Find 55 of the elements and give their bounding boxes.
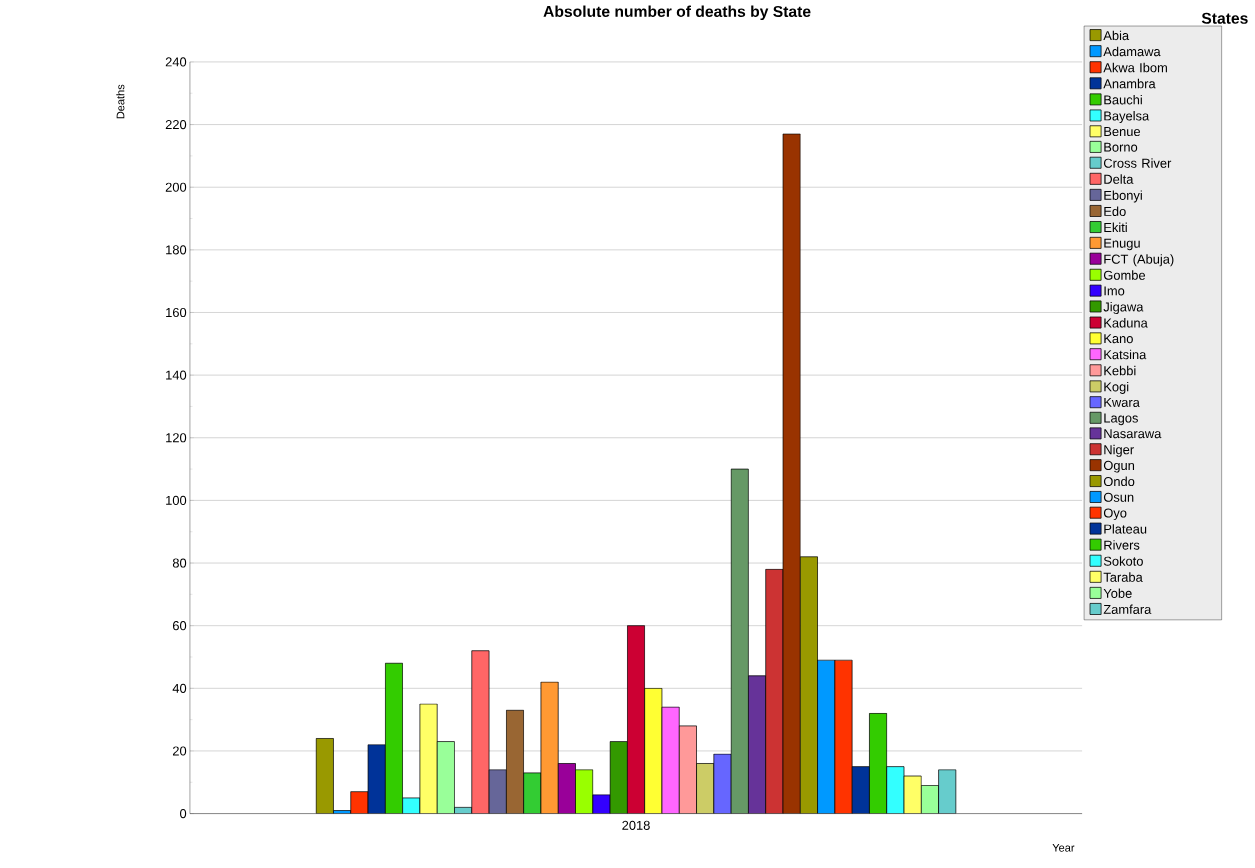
- legend-label: Bauchi: [1104, 94, 1142, 105]
- y-axis-title: Deaths: [116, 84, 125, 119]
- legend-label: Bayelsa: [1104, 110, 1150, 123]
- y-tick-label: 220: [165, 119, 187, 130]
- legend-label: Enugu: [1104, 238, 1140, 251]
- legend-label: FCT (Abuja): [1104, 254, 1174, 267]
- legend-label: Kaduna: [1104, 318, 1148, 328]
- legend-label: Taraba: [1103, 572, 1143, 582]
- legend-label: Anambra: [1103, 78, 1156, 89]
- legend-label: Katsina: [1104, 349, 1147, 360]
- legend-label: Oyo: [1103, 508, 1127, 521]
- legend-label: Adamawa: [1103, 46, 1161, 57]
- legend-label: Sokoto: [1103, 556, 1143, 566]
- legend-label: Kano: [1104, 334, 1133, 344]
- y-tick-label: 20: [172, 746, 187, 756]
- legend-label: Zamfara: [1103, 604, 1152, 614]
- y-tick-label: 40: [172, 683, 187, 693]
- y-tick-label: 80: [172, 558, 187, 568]
- legend-label: Ogun: [1103, 460, 1135, 473]
- y-tick-label: 180: [166, 245, 187, 255]
- x-axis-title: Year: [1052, 843, 1075, 852]
- legend-label: Cross River: [1103, 158, 1172, 168]
- legend-label: Gombe: [1103, 270, 1146, 280]
- legend-label: Nasarawa: [1104, 429, 1162, 439]
- legend-label: Abia: [1103, 30, 1130, 41]
- legend-label: Delta: [1104, 174, 1134, 184]
- legend-label: Plateau: [1104, 524, 1147, 534]
- legend-label: Imo: [1104, 286, 1125, 296]
- legend-label: Osun: [1103, 492, 1134, 502]
- legend-label: Lagos: [1104, 413, 1138, 426]
- x-tick-label: 2018: [622, 820, 650, 830]
- legend-label: Jigawa: [1103, 301, 1144, 314]
- legend-label: Kwara: [1104, 397, 1140, 407]
- y-tick-label: 240: [165, 57, 187, 67]
- legend-label: Niger: [1104, 444, 1134, 457]
- legend-title: States: [1201, 12, 1248, 24]
- legend-label: Rivers: [1104, 540, 1140, 550]
- legend-label: Benue: [1104, 127, 1141, 137]
- legend-label: Ondo: [1103, 476, 1135, 487]
- chart-title: Absolute number of deaths by State: [543, 5, 811, 21]
- legend-label: Kogi: [1104, 381, 1129, 394]
- y-tick-label: 0: [180, 808, 187, 819]
- y-tick-label: 160: [166, 307, 187, 317]
- y-tick-label: 140: [166, 370, 187, 380]
- legend-label: Akwa Ibom: [1103, 62, 1167, 73]
- legend-label: Borno: [1104, 142, 1138, 152]
- legend-label: Ekiti: [1104, 222, 1127, 232]
- y-tick-label: 200: [165, 182, 187, 192]
- legend-label: Ebonyi: [1104, 190, 1142, 203]
- y-tick-label: 120: [166, 433, 187, 443]
- legend-label: Edo: [1104, 206, 1126, 216]
- y-tick-label: 60: [172, 621, 187, 631]
- legend-label: Yobe: [1103, 588, 1132, 598]
- legend-label: Kebbi: [1104, 365, 1136, 376]
- y-tick-label: 100: [166, 495, 187, 505]
